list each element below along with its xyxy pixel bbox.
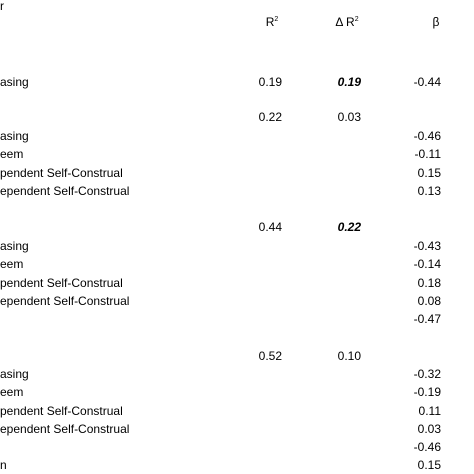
r2-cell: 0.19 — [258, 75, 282, 89]
beta-cell: 0.13 — [417, 184, 441, 198]
r2-cell: 0.44 — [258, 220, 282, 234]
superscript: 2 — [354, 16, 359, 23]
delta-r2-cell: 0.22 — [337, 220, 361, 234]
row-label: asing — [0, 129, 29, 143]
beta-cell: 0.03 — [417, 422, 441, 436]
beta-cell: 0.18 — [417, 276, 441, 290]
row-label: pendent Self-Construal — [0, 166, 123, 180]
row-label: asing — [0, 239, 29, 253]
delta-r2-cell: 0.19 — [337, 75, 361, 89]
row-label: ependent Self-Construal — [0, 422, 130, 436]
column-header-text: R — [265, 15, 275, 29]
r2-cell: 0.52 — [258, 349, 282, 363]
beta-cell: 0.15 — [417, 166, 441, 180]
beta-cell: -0.47 — [413, 312, 441, 326]
delta-r2-cell: 0.03 — [337, 110, 361, 124]
beta-cell: -0.19 — [413, 385, 441, 399]
beta-cell: -0.44 — [413, 75, 441, 89]
beta-cell: 0.15 — [417, 458, 441, 472]
row-label: eem — [0, 385, 24, 399]
beta-cell: -0.32 — [413, 367, 441, 381]
row-label: ependent Self-Construal — [0, 184, 130, 198]
beta-cell: -0.11 — [414, 147, 441, 161]
column-header-text: β — [432, 15, 440, 29]
r2-cell: 0.22 — [258, 110, 282, 124]
beta-cell: 0.11 — [418, 404, 441, 418]
column-header: R2 — [242, 15, 302, 29]
header-corner: r — [0, 0, 4, 13]
row-label: pendent Self-Construal — [0, 404, 123, 418]
beta-cell: -0.43 — [413, 239, 441, 253]
row-label: eem — [0, 257, 24, 271]
beta-cell: -0.14 — [413, 257, 441, 271]
superscript: 2 — [274, 16, 279, 23]
row-label: eem — [0, 147, 24, 161]
row-label: asing — [0, 75, 29, 89]
row-label: asing — [0, 367, 29, 381]
delta-r2-cell: 0.10 — [337, 349, 361, 363]
beta-cell: -0.46 — [413, 440, 441, 454]
row-label: n — [0, 458, 7, 472]
column-header-text: Δ R — [335, 15, 355, 29]
row-label: pendent Self-Construal — [0, 276, 123, 290]
row-label: ependent Self-Construal — [0, 294, 130, 308]
column-header: Δ R2 — [317, 15, 377, 29]
column-header: β — [406, 15, 466, 29]
beta-cell: 0.08 — [417, 294, 441, 308]
beta-cell: -0.46 — [413, 129, 441, 143]
